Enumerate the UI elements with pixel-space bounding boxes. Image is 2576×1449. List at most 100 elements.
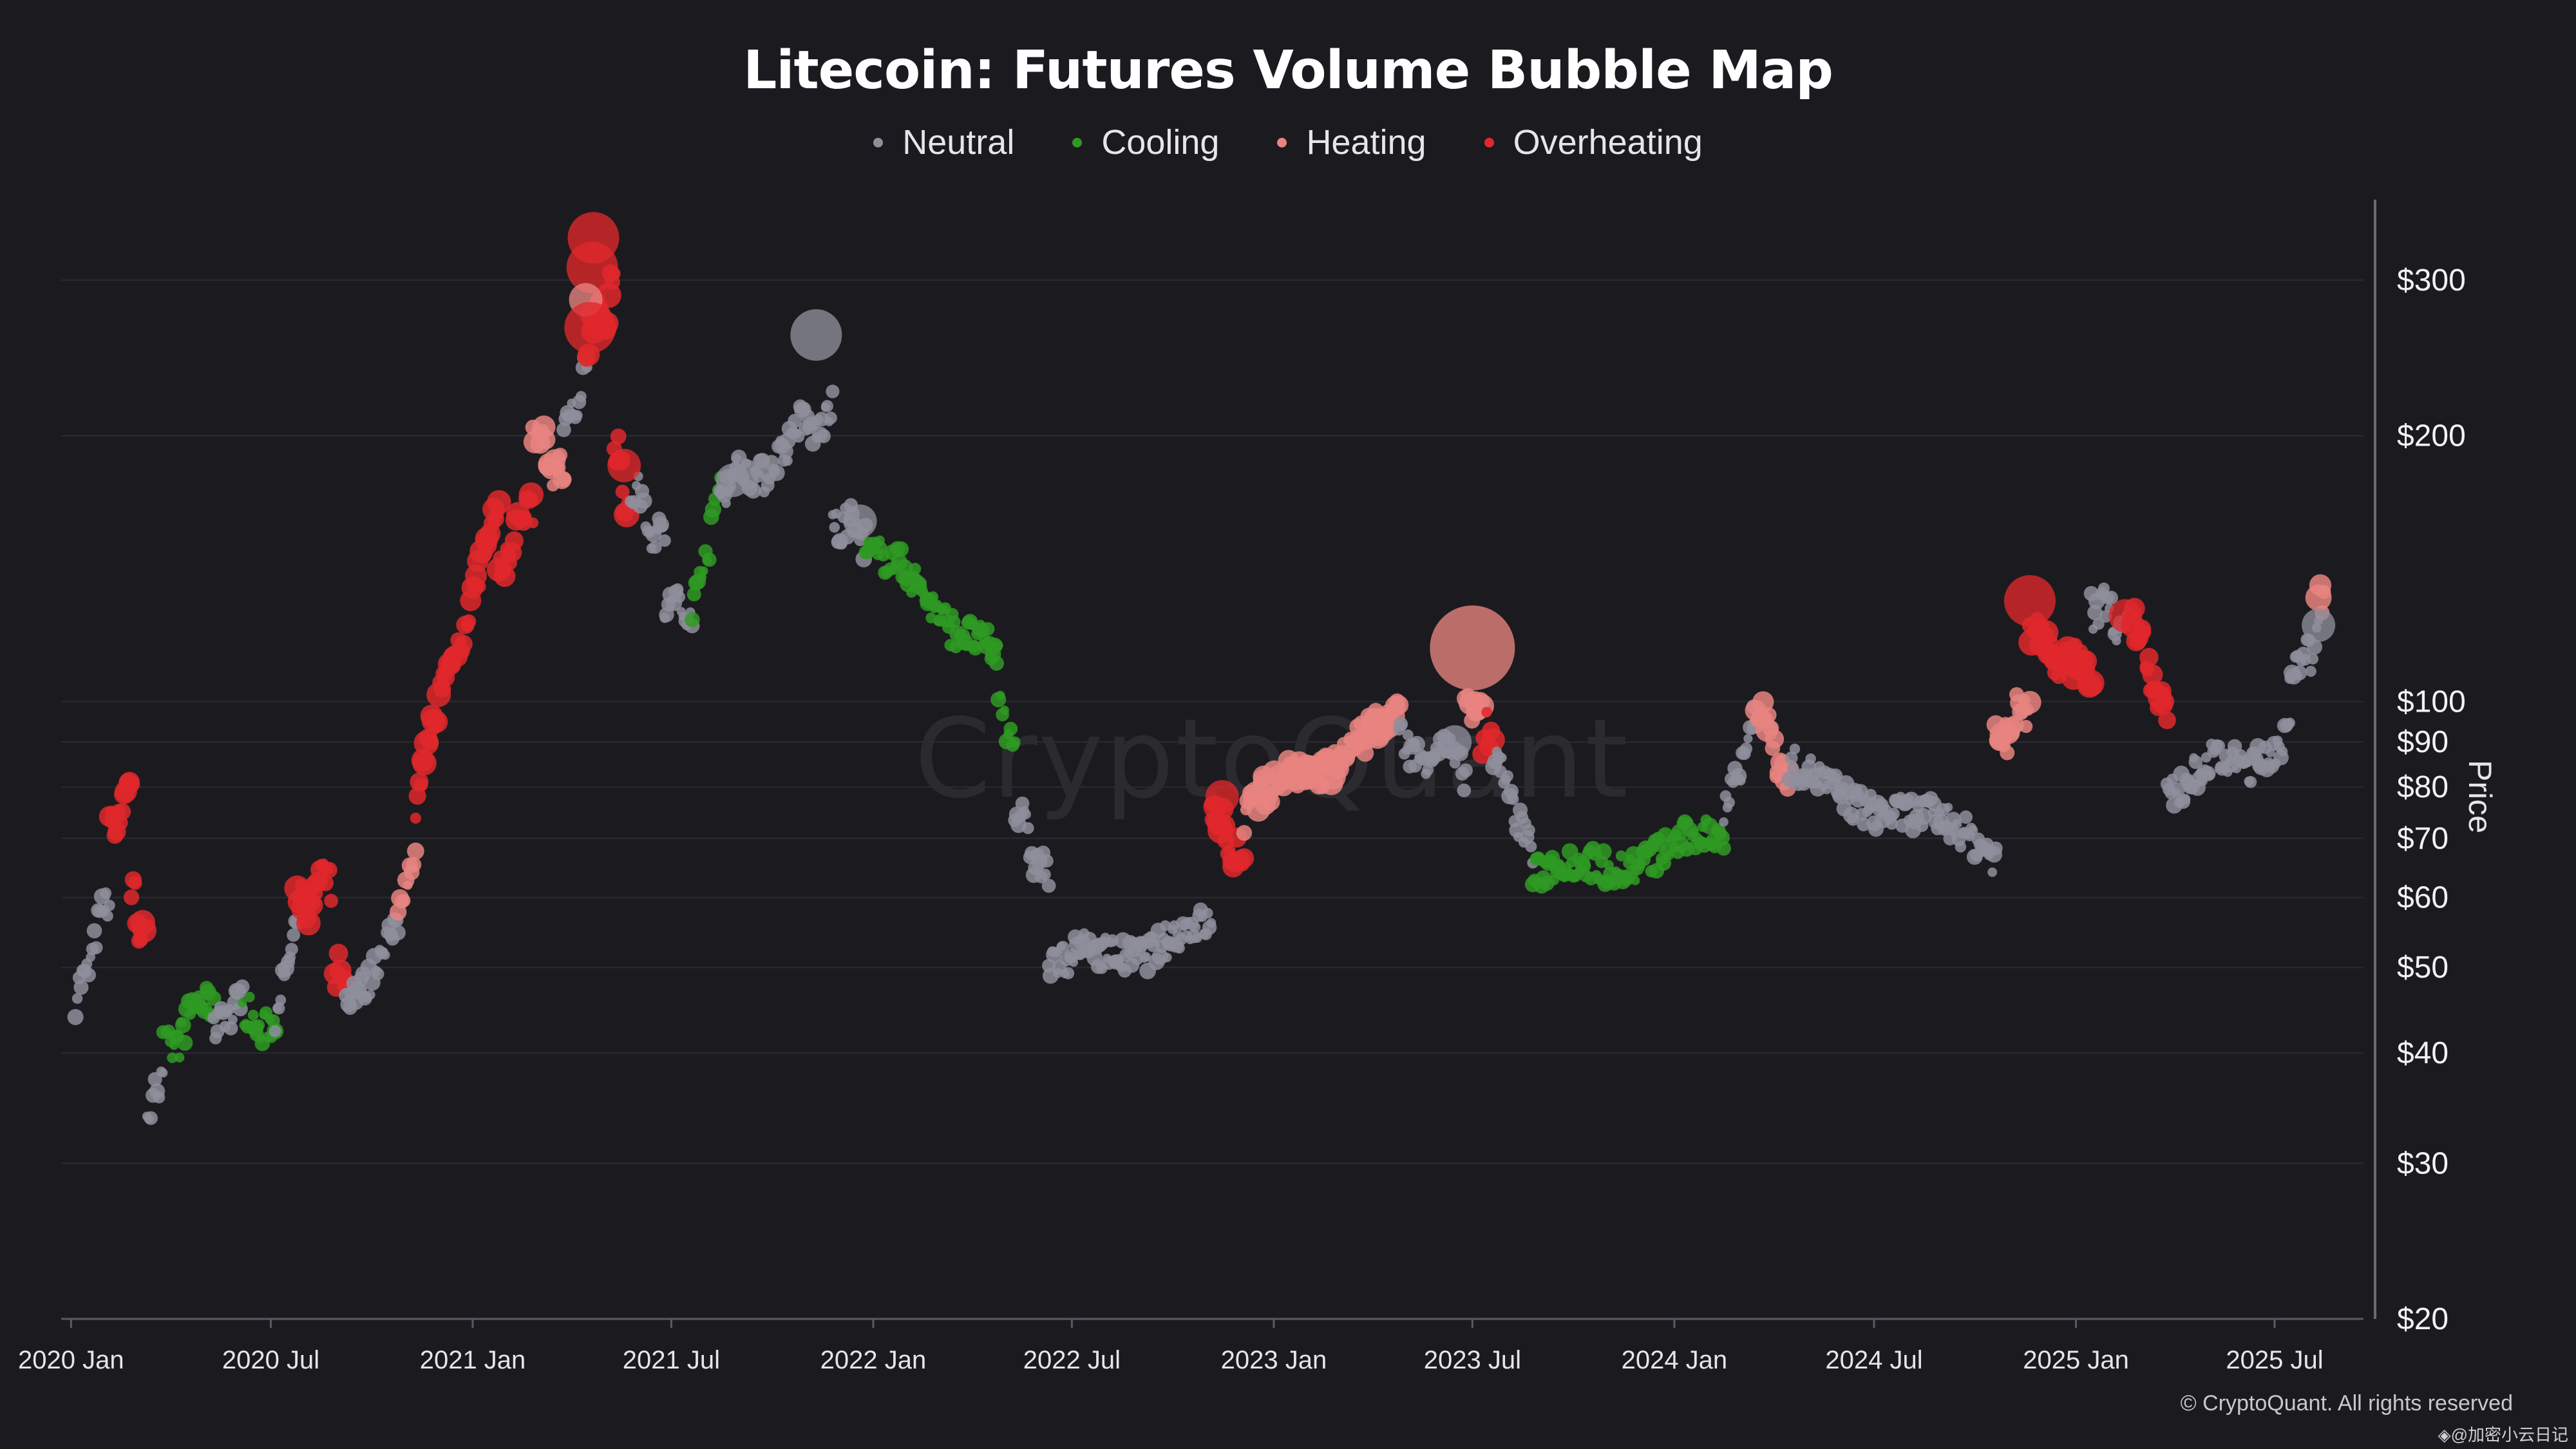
data-point-neutral xyxy=(571,410,583,421)
legend-cooling-dot-icon xyxy=(1072,137,1083,147)
data-point-cooling xyxy=(167,1052,178,1063)
data-point-neutral xyxy=(2284,717,2295,728)
data-point-neutral xyxy=(1174,942,1185,954)
data-point-heating xyxy=(402,880,413,890)
data-point-overheating xyxy=(615,484,630,499)
bubble-overheating xyxy=(607,448,641,482)
data-point-neutral xyxy=(1719,817,1728,827)
data-point-neutral xyxy=(71,993,83,1004)
data-point-neutral xyxy=(721,498,731,508)
data-point-neutral xyxy=(1952,819,1962,829)
y-tick-label: $50 xyxy=(2397,951,2448,985)
bubble-overheating xyxy=(566,242,618,294)
data-point-neutral xyxy=(1202,907,1213,919)
data-point-neutral xyxy=(1523,824,1535,837)
data-point-overheating xyxy=(1481,728,1505,752)
data-point-heating xyxy=(2000,745,2015,761)
x-tick-label: 2023 Jul xyxy=(1424,1346,1521,1374)
data-point-overheating xyxy=(328,943,348,963)
legend-item-cooling[interactable]: Cooling xyxy=(1072,122,1219,162)
data-point-neutral xyxy=(234,979,250,994)
data-point-neutral xyxy=(2212,739,2226,753)
data-point-neutral xyxy=(371,967,384,981)
data-point-neutral xyxy=(2188,755,2202,770)
data-point-neutral xyxy=(826,384,840,399)
data-point-neutral xyxy=(673,591,686,603)
y-tick-label: $80 xyxy=(2397,770,2448,804)
data-point-neutral xyxy=(275,994,287,1006)
legend-overheating-dot-icon xyxy=(1484,137,1494,147)
data-point-cooling xyxy=(1595,843,1612,860)
data-point-neutral xyxy=(100,887,112,899)
data-point-neutral xyxy=(2292,665,2307,681)
legend-heating-dot-icon xyxy=(1277,137,1287,147)
data-point-cooling xyxy=(244,992,255,1003)
data-point-cooling xyxy=(206,990,222,1006)
data-point-neutral xyxy=(1723,797,1735,808)
data-point-overheating xyxy=(461,614,477,629)
data-point-overheating xyxy=(113,803,131,820)
data-point-cooling xyxy=(1615,850,1627,862)
legend-neutral-dot-icon xyxy=(873,137,884,147)
data-point-cooling xyxy=(684,612,700,628)
x-tick-label: 2021 Jul xyxy=(623,1346,720,1374)
legend-item-overheating[interactable]: Overheating xyxy=(1484,122,1703,162)
data-point-overheating xyxy=(426,710,448,733)
y-tick-label: $70 xyxy=(2397,822,2448,856)
data-point-neutral xyxy=(227,1014,238,1025)
data-point-cooling xyxy=(175,1052,185,1063)
data-point-neutral xyxy=(380,950,390,960)
corner-tag: ◈@加密小云日记 xyxy=(2438,1425,2568,1444)
data-point-neutral xyxy=(1989,841,2003,855)
data-point-heating xyxy=(397,894,411,907)
bubble-overheating xyxy=(2108,599,2143,633)
data-point-heating xyxy=(553,448,568,462)
data-point-neutral xyxy=(1886,817,1899,830)
chart-title: Litecoin: Futures Volume Bubble Map xyxy=(743,40,1833,101)
data-point-heating xyxy=(406,857,422,873)
data-point-neutral xyxy=(1068,958,1079,967)
data-point-neutral xyxy=(2307,639,2323,655)
data-point-neutral xyxy=(1189,922,1201,933)
data-point-neutral xyxy=(788,413,802,428)
data-point-neutral xyxy=(1915,808,1932,825)
data-point-cooling xyxy=(1631,876,1640,886)
data-point-heating xyxy=(556,471,572,488)
data-point-neutral xyxy=(821,400,833,412)
data-point-overheating xyxy=(1234,848,1255,868)
data-point-overheating xyxy=(324,893,339,908)
data-point-neutral xyxy=(1162,952,1172,963)
data-point-overheating xyxy=(1481,706,1492,718)
data-point-neutral xyxy=(272,1002,285,1015)
data-point-cooling xyxy=(989,656,1005,671)
data-point-neutral xyxy=(2179,793,2191,805)
data-point-neutral xyxy=(658,534,671,547)
data-point-neutral xyxy=(1787,762,1799,775)
data-point-cooling xyxy=(699,566,708,576)
data-point-neutral xyxy=(1022,822,1034,835)
data-point-heating xyxy=(2019,719,2033,734)
data-point-neutral xyxy=(158,1068,168,1078)
bubble-neutral xyxy=(790,309,842,361)
data-point-neutral xyxy=(1056,940,1070,954)
bubble-neutral xyxy=(2302,608,2336,642)
legend-item-heating[interactable]: Heating xyxy=(1277,122,1426,162)
data-point-overheating xyxy=(128,876,142,890)
data-point-cooling xyxy=(705,501,721,518)
data-point-neutral xyxy=(1967,825,1978,836)
data-point-neutral xyxy=(649,540,662,554)
data-point-overheating xyxy=(494,565,516,587)
legend-item-neutral[interactable]: Neutral xyxy=(873,122,1014,162)
data-point-neutral xyxy=(1735,775,1746,786)
y-tick-label: $30 xyxy=(2397,1146,2448,1180)
bubble-overheating xyxy=(1205,780,1239,814)
data-point-neutral xyxy=(1944,802,1953,812)
data-point-cooling xyxy=(176,1035,193,1051)
bubble-neutral xyxy=(843,504,877,538)
data-point-cooling xyxy=(702,552,717,567)
legend: Neutral Cooling Heating Overheating xyxy=(0,122,2576,162)
data-point-neutral xyxy=(1525,840,1537,853)
data-point-neutral xyxy=(2204,770,2215,780)
x-tick-label: 2025 Jul xyxy=(2226,1346,2323,1374)
